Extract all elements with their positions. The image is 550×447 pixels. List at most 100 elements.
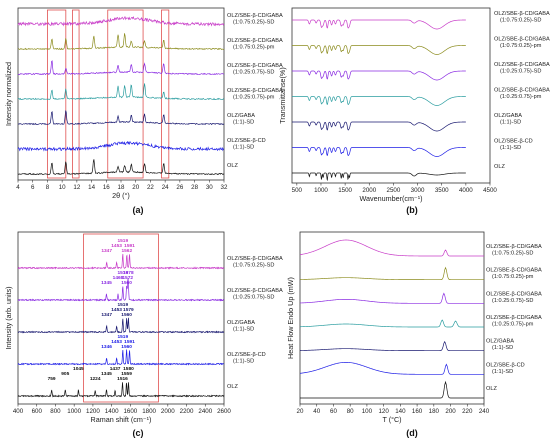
plot-frame-c xyxy=(17,231,225,405)
series-label-a: OLZ xyxy=(227,163,238,169)
series-label-d: OLZ/SBE-β-CD/GABA (1:0.25:0.75)-pm xyxy=(486,315,542,328)
peak-label-c: 1559 xyxy=(121,371,132,377)
peak-label-c: 1453 xyxy=(111,339,122,345)
series-label-a: OLZ/GABA (1:1)-SD xyxy=(227,113,255,126)
panel-label-c: (c) xyxy=(133,428,144,438)
plot-frame-b xyxy=(291,7,491,184)
series-label-a: OLZ/SBE-β-CD/GABA (1:0.25:0.75)-pm xyxy=(227,88,283,101)
x-tick-label-a: 14 xyxy=(88,184,95,191)
panel-d: 20 40 60 80 100 120 140 160 180 200 220 240 T (°C) He… xyxy=(286,231,542,424)
xrd-trace xyxy=(17,60,225,76)
ftir-trace xyxy=(292,96,466,106)
series-label-a: OLZ/SBE-β-CD/GABA (1:0.75:0.25)-SD xyxy=(227,13,283,26)
x-tick-label-b: 2500 xyxy=(387,187,401,194)
x-tick-label-a: 18 xyxy=(118,184,125,191)
x-axis-label-a: 2θ (°) xyxy=(112,191,130,200)
peak-label-c: 1345 xyxy=(101,280,112,286)
x-axis-label-c: Raman shift (cm⁻¹) xyxy=(91,415,152,424)
x-tick-label-b: 1500 xyxy=(338,187,352,194)
raman-trace xyxy=(17,253,225,270)
x-tick-label-d: 240 xyxy=(479,408,490,415)
xrd-trace xyxy=(17,16,225,27)
peak-label-c: 1562 xyxy=(121,248,132,254)
x-tick-label-a: 28 xyxy=(191,184,198,191)
peak-label-c: 905 xyxy=(61,371,69,377)
x-tick-label-a: 30 xyxy=(206,184,213,191)
x-tick-label-c: 800 xyxy=(50,408,61,415)
x-tick-label-c: 600 xyxy=(32,408,43,415)
x-tick-label-a: 26 xyxy=(176,184,183,191)
x-tick-label-b: 500 xyxy=(292,187,303,194)
x-tick-label-b: 3000 xyxy=(411,187,425,194)
panel-a: 4 6 8 10 12 14 16 18 20 22 24 26 28 30 32 2θ (°) Intensi… xyxy=(4,7,283,200)
x-tick-label-a: 6 xyxy=(31,184,35,191)
series-label-c: OLZ/SBE-β-CD/GABA (1:0.75:0.25)-SD xyxy=(227,256,283,269)
series-label-d: OLZ/SBE-β-CD/GABA (1:0.25:0.75)-SD xyxy=(486,291,542,304)
x-tick-label-a: 12 xyxy=(73,184,80,191)
x-tick-label-d: 200 xyxy=(445,408,456,415)
xrd-trace xyxy=(17,140,225,152)
series-label-d: OLZ xyxy=(486,386,497,392)
peak-label-c: 1437 xyxy=(110,366,121,372)
peak-label-c: 1224 xyxy=(90,376,101,382)
x-tick-label-c: 1400 xyxy=(105,408,119,415)
series-label-b: OLZ/SBE-β-CD/GABA (1:0.25:0.75)-SD xyxy=(494,62,550,75)
x-tick-label-c: 1600 xyxy=(123,408,137,415)
x-tick-label-c: 2600 xyxy=(217,408,231,415)
x-tick-label-b: 4000 xyxy=(459,187,473,194)
ftir-trace xyxy=(292,19,466,30)
x-tick-label-d: 20 xyxy=(297,408,304,415)
x-axis-label-b: Wavenumber(cm⁻¹) xyxy=(359,194,422,203)
x-tick-label-d: 180 xyxy=(429,408,440,415)
series-label-b: OLZ xyxy=(494,164,505,170)
peak-label-c: 759 xyxy=(48,376,56,382)
series-label-b: OLZ/SBE-β-CD/GABA (1:0.75:0.25)-pm xyxy=(494,37,550,50)
dsc-trace xyxy=(300,380,484,399)
x-tick-label-b: 4500 xyxy=(483,187,497,194)
x-tick-label-d: 60 xyxy=(330,408,337,415)
dsc-trace xyxy=(299,361,484,375)
plot-frame-a xyxy=(17,7,225,181)
dsc-trace xyxy=(299,319,484,328)
peak-label-c: 1572 xyxy=(122,275,133,281)
x-tick-label-c: 2400 xyxy=(198,408,212,415)
peak-label-c: 1453 xyxy=(111,307,122,313)
series-label-a: OLZ/SBE-β-CD/GABA (1:0.25:0.75)-SD xyxy=(227,63,283,76)
raman-trace xyxy=(17,278,225,302)
dsc-trace xyxy=(299,292,484,304)
panel-label-d: (d) xyxy=(406,428,418,438)
series-label-b: OLZ/SBE-β-CD/GABA (1:0.25:0.75)-pm xyxy=(494,88,550,101)
dsc-trace xyxy=(299,340,484,352)
series-label-c: OLZ/SBE-β-CD (1:1)-SD xyxy=(227,352,266,365)
x-tick-label-b: 3500 xyxy=(435,187,449,194)
x-tick-label-d: 100 xyxy=(362,408,373,415)
peak-label-c: 1580 xyxy=(123,366,134,372)
raman-trace xyxy=(17,349,225,366)
series-label-b: OLZ/SBE-β-CD (1:1)-SD xyxy=(494,139,533,152)
panel-label-a: (a) xyxy=(133,205,144,215)
x-tick-label-a: 24 xyxy=(162,184,169,191)
y-axis-label-c: Intensity (arb. units) xyxy=(4,286,13,349)
ftir-trace xyxy=(292,70,466,81)
peak-label-c: 1579 xyxy=(123,307,134,313)
ftir-trace xyxy=(292,45,466,55)
ftir-trace xyxy=(292,147,466,157)
peak-label-c: 1519 xyxy=(117,302,128,308)
y-axis-label-b: Transmittanse(%) xyxy=(278,67,287,123)
series-label-c: OLZ xyxy=(227,384,238,390)
peak-label-c: 1516 xyxy=(117,376,128,382)
series-label-a: OLZ/SBE-β-CD/GABA (1:0.75:0.25)-pm xyxy=(227,38,283,51)
x-tick-label-c: 400 xyxy=(13,408,24,415)
x-tick-label-c: 1200 xyxy=(86,408,100,415)
series-label-d: OLZ/GABA (1:1)-SD xyxy=(486,339,514,352)
peak-label-c: 1468 xyxy=(113,275,124,281)
panel-label-b: (b) xyxy=(406,205,418,215)
x-tick-label-a: 20 xyxy=(132,184,139,191)
series-label-d: OLZ/SBE-β-CD/GABA (1:0.75:0.25)-pm xyxy=(486,268,542,281)
highlight-box-c xyxy=(83,233,159,403)
dsc-trace xyxy=(299,266,484,281)
highlight-box-a xyxy=(72,9,80,179)
y-axis-label-d: Heat Flow Endo Up (mW) xyxy=(286,277,295,359)
x-tick-label-d: 160 xyxy=(412,408,423,415)
